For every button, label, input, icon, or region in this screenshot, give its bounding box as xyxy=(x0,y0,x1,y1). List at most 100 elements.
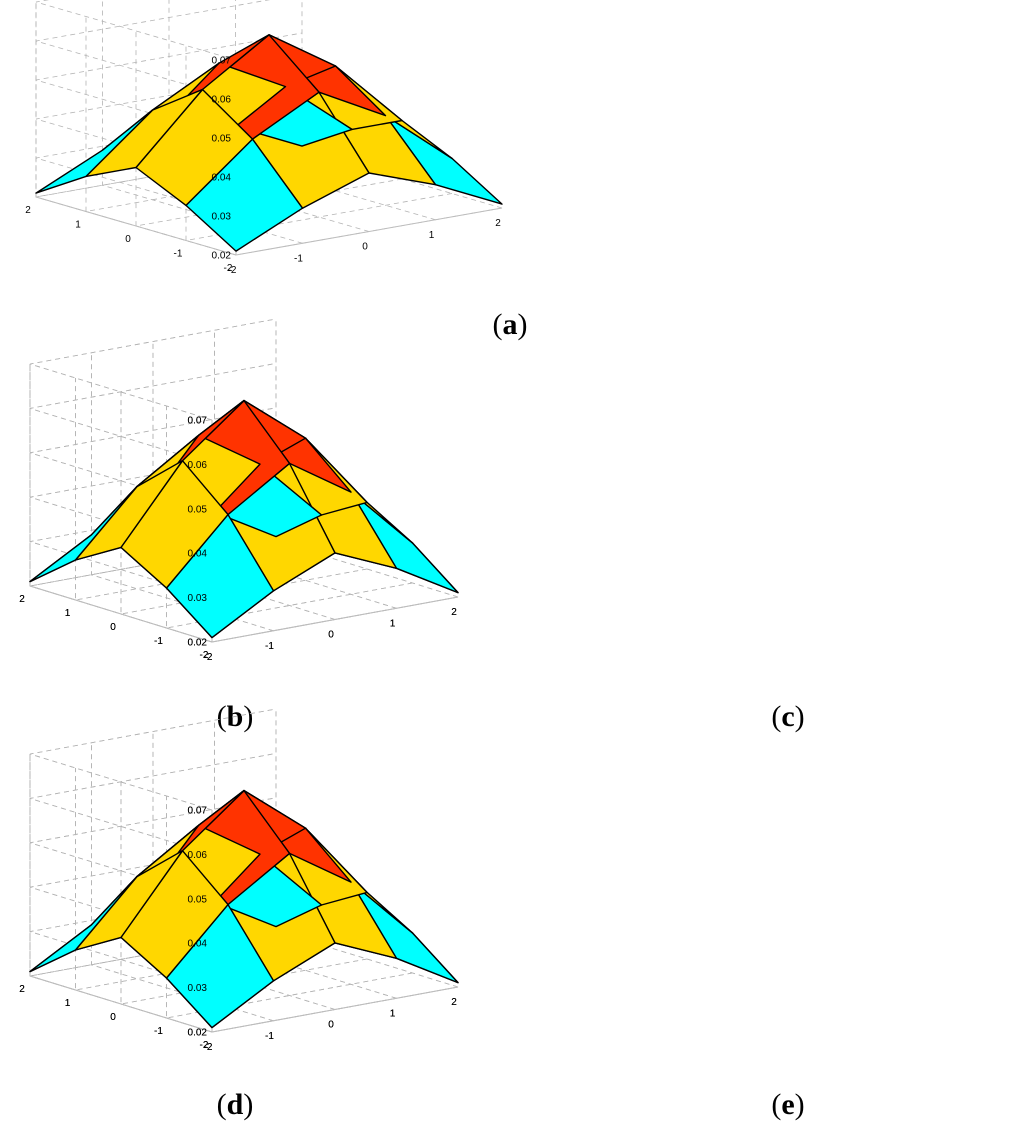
z-tick-label: 0.07 xyxy=(212,56,232,67)
panel-e: 0.02 0.03 0.04 0.05 0.06 0.07 -2 -1 0 1 2 -2 -1 0 1 2 xyxy=(19,708,1024,1053)
y-tick-label: -2 xyxy=(200,650,209,661)
x-axis-line xyxy=(211,986,459,1033)
caption-d: (d) xyxy=(216,1088,254,1121)
z-tick-label: 0.03 xyxy=(212,212,232,223)
z-tick-label: 0.03 xyxy=(188,983,208,994)
x-tick-label: 0 xyxy=(362,242,368,253)
x-tick-label: -2 xyxy=(228,265,237,276)
caption-b: (b) xyxy=(216,700,254,733)
x-tick-label: -1 xyxy=(265,641,274,652)
x-tick-label: -2 xyxy=(204,652,213,663)
x-axis-line xyxy=(211,596,459,643)
z-tick-label: 0.05 xyxy=(188,894,208,905)
x-tick-label: -1 xyxy=(294,253,303,264)
surface xyxy=(29,399,459,639)
y-tick-label: -2 xyxy=(200,1040,209,1051)
panel-a: 0.02 0.03 0.04 0.05 0.06 0.07 -2 -1 0 1 2 -2 -1 0 1 2 xyxy=(25,0,760,290)
x-tick-label: -1 xyxy=(265,1031,274,1042)
x-tick-label: 0 xyxy=(328,1020,334,1031)
x-gridline xyxy=(102,0,303,244)
z-tick-label: 0.05 xyxy=(188,504,208,515)
x-tick-label: -2 xyxy=(204,1042,213,1053)
x-tick-label: 1 xyxy=(390,1008,396,1019)
caption-a: (a) xyxy=(492,308,528,341)
y-tick-label: -1 xyxy=(154,636,163,647)
z-tick-label: 0.06 xyxy=(212,95,232,106)
y-tick-label: -2 xyxy=(200,650,209,661)
y-tick-label: 1 xyxy=(65,608,71,619)
x-tick-label: 2 xyxy=(495,218,501,229)
x-tick-label: 2 xyxy=(451,997,457,1008)
x-tick-label: 1 xyxy=(390,618,396,629)
caption-c: (c) xyxy=(771,700,805,733)
x-axis-line xyxy=(235,207,503,256)
z-tick-label: 0.07 xyxy=(188,416,208,427)
y-tick-label: -2 xyxy=(200,1040,209,1051)
caption-a-letter: a xyxy=(502,308,518,341)
y-tick-label: -1 xyxy=(154,1026,163,1037)
y-tick-label: 0 xyxy=(110,1012,116,1023)
y-tick-label: 0 xyxy=(110,1012,116,1023)
tick-labels: 0.02 0.03 0.04 0.05 0.06 0.07 -2 -1 0 1 2 -2 -1 0 1 2 xyxy=(19,806,457,1054)
y-axis-line xyxy=(35,196,237,256)
surface xyxy=(29,789,459,1029)
x-tick-label: 2 xyxy=(451,607,457,618)
z-tick-label: 0.03 xyxy=(188,593,208,604)
z-tick-label: 0.07 xyxy=(188,806,208,817)
z-tick-label: 0.02 xyxy=(188,1028,208,1039)
y-tick-label: 1 xyxy=(65,608,71,619)
x-tick-label: 1 xyxy=(390,618,396,629)
z-tick-label: 0.04 xyxy=(212,173,232,184)
z-tick-label: 0.04 xyxy=(188,939,208,950)
z-tick-label: 0.06 xyxy=(188,460,208,471)
y-tick-label: -2 xyxy=(224,263,233,274)
y-tick-label: 2 xyxy=(19,984,25,995)
y-axis-line xyxy=(29,585,213,643)
y-axis-line xyxy=(29,975,213,1033)
panel-c: 0.02 0.03 0.04 0.05 0.06 0.07 -2 -1 0 1 2 -2 -1 0 1 2 xyxy=(19,318,1024,663)
x-tick-label: -2 xyxy=(204,1042,213,1053)
z-tick-label: 0.07 xyxy=(188,416,208,427)
x-tick-label: 1 xyxy=(429,230,435,241)
z-tick-label: 0.02 xyxy=(212,251,232,262)
x-tick-label: -2 xyxy=(204,652,213,663)
surface-patch xyxy=(29,485,138,583)
z-tick-label: 0.06 xyxy=(188,850,208,861)
y-tick-label: -1 xyxy=(154,1026,163,1037)
y-tick-label: 2 xyxy=(25,205,31,216)
y-tick-label: -1 xyxy=(154,636,163,647)
y-tick-label: 2 xyxy=(19,984,25,995)
z-tick-label: 0.02 xyxy=(188,638,208,649)
y-tick-label: 1 xyxy=(75,220,81,231)
caption-e-letter: e xyxy=(781,1088,795,1121)
surface-plot-e: 0.02 0.03 0.04 0.05 0.06 0.07 -2 -1 0 1 2 -2 -1 0 1 2 xyxy=(19,708,459,1053)
x-tick-label: 2 xyxy=(451,607,457,618)
y-tick-label: 1 xyxy=(65,998,71,1009)
z-tick-label: 0.02 xyxy=(188,638,208,649)
z-tick-label: 0.02 xyxy=(188,1028,208,1039)
surface-patch xyxy=(35,109,154,194)
surface xyxy=(35,34,503,252)
z-gridline xyxy=(35,0,237,61)
z-tick-label: 0.05 xyxy=(212,134,232,145)
y-tick-label: 2 xyxy=(19,594,25,605)
y-tick-label: 0 xyxy=(125,234,131,245)
x-tick-label: 2 xyxy=(451,997,457,1008)
tick-labels: 0.02 0.03 0.04 0.05 0.06 0.07 -2 -1 0 1 2 -2 -1 0 1 2 xyxy=(19,416,457,664)
surface-plot-a: 0.02 0.03 0.04 0.05 0.06 0.07 -2 -1 0 1 2 -2 -1 0 1 2 xyxy=(25,0,503,276)
y-tick-label: 0 xyxy=(110,622,116,633)
x-tick-label: 1 xyxy=(390,1008,396,1019)
z-tick-label: 0.04 xyxy=(188,549,208,560)
surface-patch xyxy=(29,875,138,973)
tick-labels: 0.02 0.03 0.04 0.05 0.06 0.07 -2 -1 0 1 2 -2 -1 0 1 2 xyxy=(25,56,501,277)
y-tick-label: 0 xyxy=(110,622,116,633)
surface-plot-c: 0.02 0.03 0.04 0.05 0.06 0.07 -2 -1 0 1 2 -2 -1 0 1 2 xyxy=(19,318,459,663)
x-tick-label: 0 xyxy=(328,1020,334,1031)
x-tick-label: 0 xyxy=(328,630,334,641)
y-tick-label: -1 xyxy=(174,249,183,260)
caption-d-letter: d xyxy=(226,1088,244,1121)
y-tick-label: 2 xyxy=(19,594,25,605)
y-tick-label: 1 xyxy=(65,998,71,1009)
x-tick-label: -1 xyxy=(265,1031,274,1042)
z-tick-label: 0.07 xyxy=(188,806,208,817)
